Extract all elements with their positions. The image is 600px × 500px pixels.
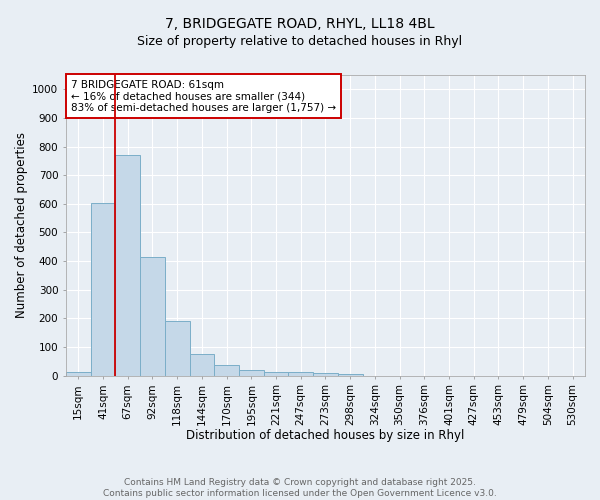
Bar	[338, 374, 362, 376]
Text: Size of property relative to detached houses in Rhyl: Size of property relative to detached ho…	[137, 35, 463, 48]
Bar	[165, 320, 190, 376]
X-axis label: Distribution of detached houses by size in Rhyl: Distribution of detached houses by size …	[186, 430, 464, 442]
Bar	[66, 372, 91, 376]
Bar	[190, 354, 214, 376]
Text: 7, BRIDGEGATE ROAD, RHYL, LL18 4BL: 7, BRIDGEGATE ROAD, RHYL, LL18 4BL	[165, 18, 435, 32]
Bar	[289, 372, 313, 376]
Bar	[214, 365, 239, 376]
Bar	[140, 258, 165, 376]
Bar	[115, 155, 140, 376]
Bar	[313, 374, 338, 376]
Y-axis label: Number of detached properties: Number of detached properties	[15, 132, 28, 318]
Bar	[91, 203, 115, 376]
Bar	[239, 370, 263, 376]
Text: Contains HM Land Registry data © Crown copyright and database right 2025.
Contai: Contains HM Land Registry data © Crown c…	[103, 478, 497, 498]
Text: 7 BRIDGEGATE ROAD: 61sqm
← 16% of detached houses are smaller (344)
83% of semi-: 7 BRIDGEGATE ROAD: 61sqm ← 16% of detach…	[71, 80, 336, 112]
Bar	[263, 372, 289, 376]
